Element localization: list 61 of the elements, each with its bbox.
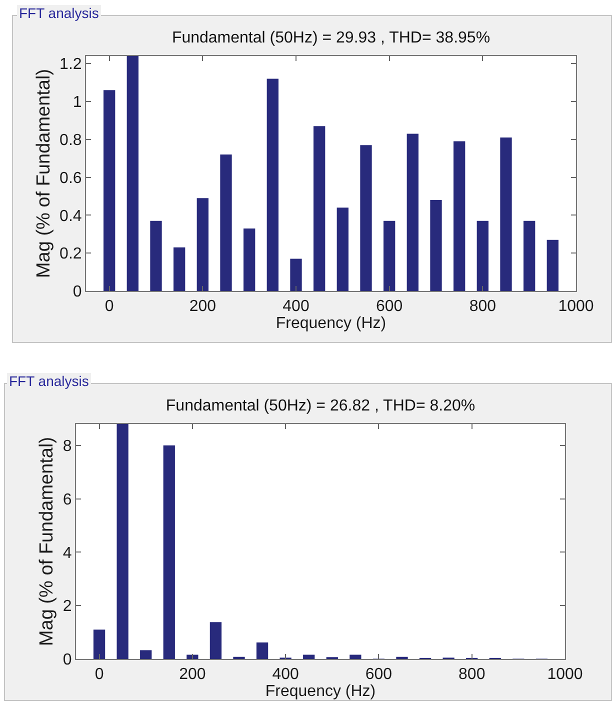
text: FFT analysis: [7, 373, 91, 390]
bar: [186, 654, 198, 659]
x-tick-label: 400: [272, 666, 300, 684]
y-tick-label: 0.8: [60, 132, 82, 149]
bar: [314, 126, 326, 291]
bar: [256, 642, 268, 659]
x-tick-label: 0: [104, 298, 114, 316]
x-axis-title: Frequency (Hz): [276, 315, 386, 332]
bar: [150, 220, 162, 291]
y-tick-label: 4: [62, 544, 72, 562]
bar: [290, 258, 302, 291]
bar: [220, 154, 232, 291]
bar: [116, 424, 128, 659]
x-tick-label: 800: [469, 298, 496, 316]
y-tick-label: 0.4: [60, 208, 82, 225]
y-tick-label: 8: [62, 438, 72, 455]
bar: [196, 198, 208, 291]
x-tick-label: 1000: [558, 298, 594, 316]
bar: [360, 145, 372, 291]
bar: [163, 445, 175, 659]
bar: [430, 200, 442, 291]
x-tick-label: 200: [179, 666, 206, 684]
x-tick-label: 600: [365, 666, 392, 684]
bar: [350, 654, 362, 659]
y-axis-title: Mag (% of Fundamental): [33, 68, 54, 278]
bar: [210, 622, 222, 659]
y-tick-label: 0: [62, 652, 72, 669]
y-tick-label: 1.2: [60, 56, 82, 74]
text: FFT analysis: [17, 5, 101, 22]
bar: [303, 654, 315, 659]
bar: [174, 247, 186, 291]
x-axis-title: Frequency (Hz): [265, 683, 376, 700]
bar: [93, 630, 106, 659]
y-axis-title: Mag (% of Fundamental): [36, 436, 58, 646]
bar: [104, 90, 116, 291]
bar: [476, 220, 488, 291]
y-tick-label: 0.6: [60, 170, 82, 187]
x-tick-label: 0: [94, 666, 104, 684]
bar: [140, 650, 152, 659]
bar: [266, 78, 278, 291]
bar: [126, 56, 138, 291]
y-tick-label: 2: [62, 598, 72, 616]
y-tick-label: 6: [62, 491, 72, 508]
bar: [546, 240, 558, 291]
x-tick-label: 600: [376, 298, 403, 316]
x-tick-label: 800: [458, 666, 486, 684]
y-tick-label: 0.2: [60, 246, 82, 263]
bar: [384, 220, 396, 291]
bar: [454, 141, 466, 291]
x-tick-label: 1000: [547, 666, 583, 684]
bar: [500, 137, 512, 291]
y-tick-label: 0: [72, 284, 82, 301]
x-tick-label: 400: [282, 298, 310, 316]
bar: [336, 208, 348, 291]
bar: [406, 134, 418, 291]
y-tick-label: 1: [72, 94, 82, 112]
bar: [524, 220, 536, 291]
x-tick-label: 200: [189, 298, 216, 316]
bar: [244, 228, 256, 291]
chart-title: Fundamental (50Hz) = 26.82 , THD= 8.20%: [166, 398, 476, 415]
chart-title: Fundamental (50Hz) = 29.93 , THD= 38.95%: [172, 30, 490, 47]
